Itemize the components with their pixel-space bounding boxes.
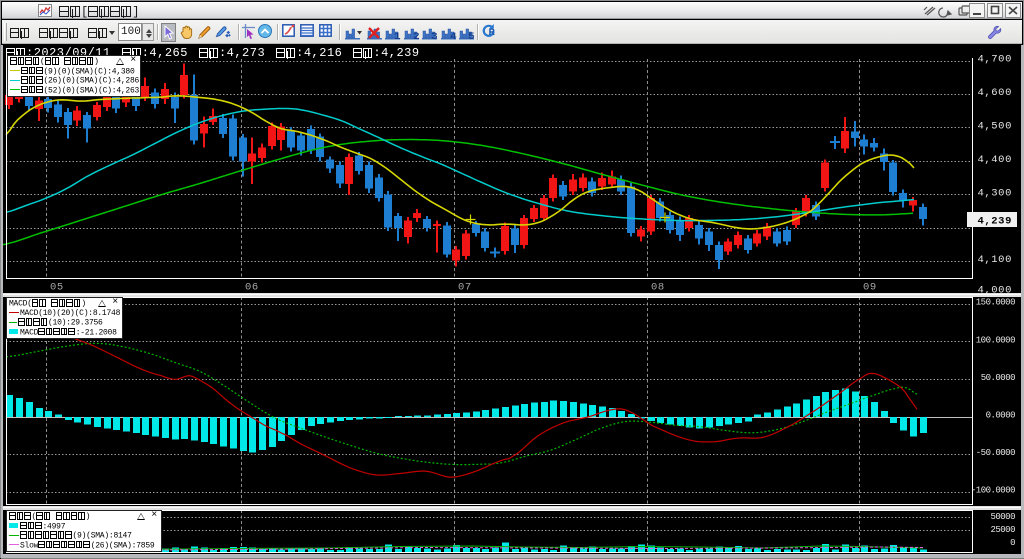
svg-text:4,500: 4,500 [977,120,1012,132]
svg-text:06: 06 [245,282,259,294]
svg-text:1: 1 [394,31,400,41]
svg-text:4,000: 4,000 [977,285,1012,297]
svg-text:4,100: 4,100 [977,254,1012,266]
svg-text:4,700: 4,700 [977,54,1012,66]
svg-text:R: R [489,27,496,39]
svg-text:50000: 50000 [990,512,1015,522]
svg-text:09: 09 [863,282,877,294]
svg-text:08: 08 [651,282,665,294]
svg-text:5: 5 [468,31,474,41]
svg-text:3: 3 [431,31,437,41]
svg-text:4,239: 4,239 [977,216,1012,228]
svg-text:4: 4 [450,31,456,41]
svg-text:-100.0000: -100.0000 [971,486,1015,496]
svg-text:4,300: 4,300 [977,187,1012,199]
svg-text:-50.0000: -50.0000 [976,448,1015,458]
svg-text:0.0000: 0.0000 [986,411,1016,421]
svg-text:2: 2 [413,31,419,41]
svg-text:07: 07 [458,282,472,294]
svg-text:4,400: 4,400 [977,154,1012,166]
svg-text:50.0000: 50.0000 [981,373,1015,383]
svg-text:05: 05 [50,282,64,294]
svg-text:100.0000: 100.0000 [976,335,1015,345]
svg-text:0: 0 [1010,538,1015,548]
svg-text:150.0000: 150.0000 [976,298,1015,308]
svg-text:4,600: 4,600 [977,87,1012,99]
svg-text:25000: 25000 [990,525,1015,535]
